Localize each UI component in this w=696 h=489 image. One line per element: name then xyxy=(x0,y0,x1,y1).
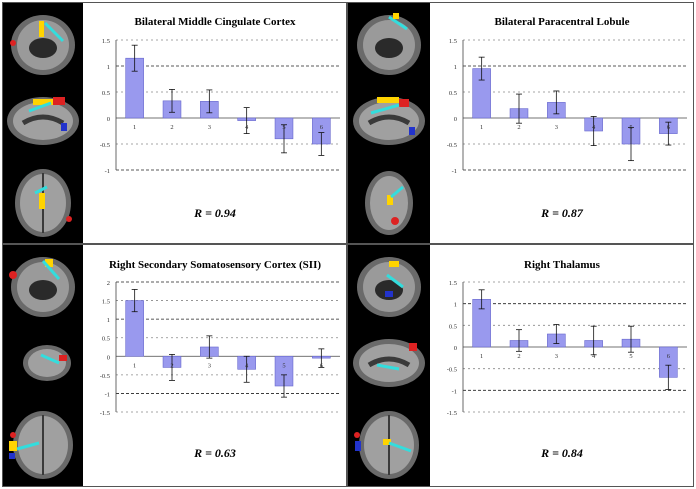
brain-axial-image xyxy=(9,411,73,479)
category-label: 5 xyxy=(282,124,285,131)
y-tick-label: 0 xyxy=(107,354,110,361)
y-tick-label: 1.5 xyxy=(102,38,110,45)
y-tick-label: 1 xyxy=(454,302,457,309)
y-tick-label: -1 xyxy=(105,391,110,398)
brain-sagittal-image xyxy=(353,339,425,387)
category-label: 5 xyxy=(282,362,285,369)
y-tick-label: 0.5 xyxy=(449,90,457,97)
panel-frame-mcc xyxy=(2,2,347,244)
category-label: 1 xyxy=(480,353,483,360)
y-tick-label: -0.5 xyxy=(447,367,457,374)
brain-sagittal-image xyxy=(23,345,71,381)
y-tick-label: 0 xyxy=(454,345,457,352)
category-label: 3 xyxy=(555,353,558,360)
brain-axial-image xyxy=(15,169,72,237)
bar-chart-mcc: Bilateral Middle Cingulate Cortex 1.5 1 0.… xyxy=(100,16,340,220)
y-tick-label: -1.5 xyxy=(447,410,457,417)
y-tick-label: 1 xyxy=(454,64,457,71)
category-label: 3 xyxy=(555,124,558,131)
brain-coronal-image xyxy=(9,257,75,317)
chart-title: Bilateral Middle Cingulate Cortex xyxy=(134,16,296,28)
category-label: 6 xyxy=(320,362,324,369)
brain-axial-image xyxy=(365,171,413,235)
category-label: 1 xyxy=(133,362,136,369)
y-tick-label: 0.5 xyxy=(449,323,457,330)
chart-title: Right Secondary Somatosensory Cortex (SI… xyxy=(109,259,321,271)
brain-sagittal-image xyxy=(353,97,425,145)
brain-coronal-image xyxy=(10,15,75,75)
category-label: 2 xyxy=(170,362,173,369)
category-label: 5 xyxy=(629,124,632,131)
y-tick-label: -0.5 xyxy=(100,142,110,149)
category-label: 4 xyxy=(245,362,249,369)
y-tick-label: -0.5 xyxy=(447,142,457,149)
chart-title: Right Thalamus xyxy=(524,259,601,271)
bar-chart-thal: Right Thalamus 1.510.50-0.5-1-1.51 2 3 4 5 6 … xyxy=(447,259,687,460)
y-tick-label: -0.5 xyxy=(100,373,110,380)
category-label: 3 xyxy=(208,124,211,131)
brain-sagittal-image xyxy=(7,97,79,145)
panel-frame-sii xyxy=(2,244,347,487)
category-label: 1 xyxy=(480,124,483,131)
y-tick-label: -1 xyxy=(452,388,457,395)
category-label: 4 xyxy=(592,124,596,131)
brain-images-sii xyxy=(3,245,83,486)
category-label: 4 xyxy=(592,353,596,360)
y-tick-label: -1 xyxy=(105,168,110,175)
panel-frame-pcl xyxy=(347,2,694,244)
category-label: 6 xyxy=(667,124,671,131)
chart-title: Bilateral Paracentral Lobule xyxy=(494,16,629,28)
y-tick-label: 0 xyxy=(454,116,457,123)
category-label: 4 xyxy=(245,124,249,131)
y-tick-label: -1.5 xyxy=(100,410,110,417)
brain-images-mcc xyxy=(3,3,83,243)
r-value-label: R = 0.87 xyxy=(540,206,584,220)
category-label: 6 xyxy=(320,124,324,131)
category-label: 2 xyxy=(517,353,520,360)
y-tick-label: 1.5 xyxy=(102,299,110,306)
y-tick-label: 2 xyxy=(107,280,110,287)
brain-images-pcl xyxy=(348,3,430,243)
y-tick-label: 1.5 xyxy=(449,280,457,287)
r-value-label: R = 0.94 xyxy=(193,206,236,220)
category-label: 6 xyxy=(667,353,671,360)
brain-axial-image xyxy=(354,411,419,479)
y-tick-label: 0 xyxy=(107,116,110,123)
category-label: 3 xyxy=(208,362,211,369)
category-label: 2 xyxy=(517,124,520,131)
brain-coronal-image xyxy=(357,13,421,75)
panel-frame-thal xyxy=(347,244,694,487)
y-tick-label: 0.5 xyxy=(102,336,110,343)
brain-coronal-image xyxy=(357,257,421,317)
y-tick-label: 1.5 xyxy=(449,38,457,45)
brain-images-thal xyxy=(348,245,430,486)
y-tick-label: 0.5 xyxy=(102,90,110,97)
category-label: 5 xyxy=(629,353,632,360)
r-value-label: R = 0.84 xyxy=(540,446,583,460)
bar-chart-pcl: Bilateral Paracentral Lobule 1.5 1 0.5 0 -0.… xyxy=(447,16,687,220)
r-value-label: R = 0.63 xyxy=(193,446,236,460)
category-label: 1 xyxy=(133,124,136,131)
bar-chart-sii: Right Secondary Somatosensory Cortex (SI… xyxy=(100,259,340,460)
category-label: 2 xyxy=(170,124,173,131)
y-tick-label: -1 xyxy=(452,168,457,175)
y-tick-label: 1 xyxy=(107,64,110,71)
y-tick-label: 1 xyxy=(107,317,110,324)
